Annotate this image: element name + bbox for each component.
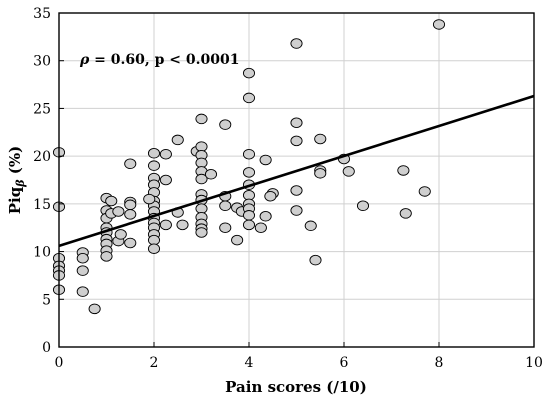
- correlation-text: = 0.60, p < 0.0001: [89, 52, 239, 68]
- data-point: [219, 222, 232, 233]
- data-point: [195, 113, 208, 125]
- data-point: [254, 222, 267, 233]
- data-point: [290, 117, 303, 128]
- data-point: [242, 210, 256, 221]
- data-point: [231, 234, 244, 246]
- data-point: [242, 167, 256, 178]
- data-point: [219, 200, 232, 212]
- plot-frame: [58, 12, 535, 348]
- data-point: [242, 67, 256, 79]
- data-point: [219, 119, 232, 130]
- data-point: [159, 219, 172, 231]
- data-point: [124, 237, 137, 249]
- correlation-annotation: ρ = 0.60, p < 0.0001: [79, 52, 239, 68]
- data-point: [356, 200, 370, 212]
- data-point: [432, 19, 446, 30]
- data-point: [397, 165, 410, 176]
- data-point: [124, 199, 137, 211]
- y-axis-title-unit: (%): [6, 146, 24, 180]
- x-tick-label: 10: [525, 355, 543, 371]
- data-point: [176, 219, 189, 231]
- y-tick-label: 15: [33, 197, 51, 213]
- x-tick-label: 8: [435, 355, 444, 371]
- y-axis-title-main: Piq: [6, 186, 24, 214]
- y-tick-label: 30: [33, 54, 51, 70]
- data-point: [314, 168, 327, 179]
- y-tick-label: 35: [33, 6, 51, 22]
- data-point: [88, 303, 101, 315]
- y-tick-label: 10: [33, 245, 51, 261]
- data-point: [259, 154, 272, 166]
- data-point: [195, 173, 208, 185]
- data-point: [159, 148, 172, 160]
- data-point: [304, 220, 317, 232]
- data-point: [290, 135, 303, 147]
- data-point: [264, 190, 277, 202]
- axis-ticks: 0 2 4 6 8 10 0 5 10 15 20 25 30 35: [33, 6, 543, 371]
- data-point: [112, 206, 125, 217]
- x-axis-title: Pain scores (/10): [225, 378, 367, 396]
- data-point: [147, 243, 161, 254]
- y-axis-title-subscript: β: [14, 179, 27, 188]
- data-point: [204, 169, 218, 180]
- y-tick-label: 5: [42, 292, 51, 308]
- data-point: [342, 166, 355, 177]
- y-tick-label: 0: [42, 340, 51, 356]
- data-point: [171, 134, 184, 146]
- y-tick-label: 20: [33, 149, 51, 165]
- data-point: [242, 92, 256, 104]
- data-point: [159, 174, 172, 186]
- x-tick-label: 6: [340, 355, 349, 371]
- data-point: [124, 209, 137, 220]
- x-tick-label: 2: [150, 355, 159, 371]
- data-point: [76, 265, 89, 276]
- y-tick-label: 25: [33, 101, 51, 117]
- y-axis-title: Piqβ (%): [6, 146, 27, 214]
- data-point: [418, 186, 431, 197]
- x-tick-label: 4: [245, 355, 254, 371]
- data-point: [143, 193, 156, 205]
- data-point: [242, 219, 256, 231]
- data-point: [76, 286, 89, 297]
- data-point: [309, 254, 322, 266]
- data-point: [76, 253, 89, 264]
- plot-background: [59, 13, 534, 347]
- data-point: [105, 195, 118, 207]
- data-point: [147, 148, 161, 159]
- data-point: [259, 211, 272, 222]
- x-tick-label: 0: [55, 355, 64, 371]
- rho-symbol: ρ: [79, 52, 90, 68]
- data-point: [399, 208, 412, 219]
- data-point: [100, 251, 113, 262]
- data-point: [242, 148, 256, 160]
- data-point: [195, 227, 208, 238]
- data-point: [147, 160, 161, 171]
- data-point: [290, 185, 303, 196]
- data-point: [114, 229, 127, 240]
- data-point: [124, 158, 137, 170]
- data-point: [290, 205, 303, 216]
- regression-line: [58, 94, 535, 248]
- data-point: [314, 133, 327, 145]
- data-point: [290, 38, 303, 49]
